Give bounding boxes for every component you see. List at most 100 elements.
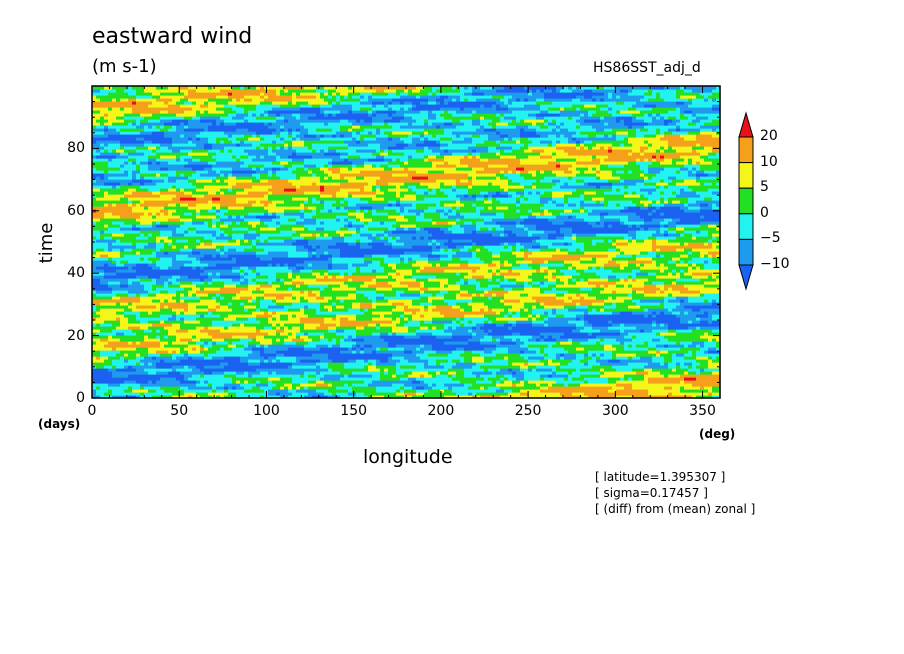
heatmap-cell xyxy=(640,386,645,390)
heatmap-cell xyxy=(188,380,193,384)
heatmap-cell xyxy=(464,365,469,369)
heatmap-cell xyxy=(248,347,253,351)
heatmap-cell xyxy=(336,380,341,384)
heatmap-cell xyxy=(164,359,169,363)
heatmap-cell xyxy=(464,374,469,378)
heatmap-cell xyxy=(700,362,705,366)
heatmap-cell xyxy=(460,356,465,360)
heatmap-cell xyxy=(424,383,429,387)
heatmap-cell xyxy=(272,377,277,381)
heatmap-cell xyxy=(320,386,325,390)
heatmap-cell xyxy=(324,389,329,393)
heatmap-cell xyxy=(220,374,225,378)
heatmap-cell xyxy=(548,377,553,381)
heatmap-cell xyxy=(120,389,125,393)
heatmap-cell xyxy=(120,365,125,369)
heatmap-cell xyxy=(440,371,445,375)
heatmap-cell xyxy=(224,389,229,393)
heatmap-cell xyxy=(632,392,637,396)
heatmap-cell xyxy=(252,365,257,369)
heatmap-cell xyxy=(460,365,465,369)
heatmap-cell xyxy=(408,386,413,390)
heatmap-cell xyxy=(556,365,561,369)
heatmap-cell xyxy=(432,350,437,354)
heatmap-cell xyxy=(132,389,137,393)
heatmap-cell xyxy=(116,386,121,390)
heatmap-cell xyxy=(620,374,625,378)
heatmap-cell xyxy=(556,386,561,390)
heatmap-cell xyxy=(312,368,317,372)
heatmap-cell xyxy=(436,386,441,390)
heatmap-cell xyxy=(456,392,461,396)
heatmap-cell xyxy=(292,353,297,357)
heatmap-cell xyxy=(248,386,253,390)
heatmap-cell xyxy=(220,380,225,384)
heatmap-cell xyxy=(544,395,549,399)
heatmap-cell xyxy=(572,356,577,360)
heatmap-cell xyxy=(492,383,497,387)
heatmap-cell xyxy=(708,389,713,393)
heatmap-cell xyxy=(276,377,281,381)
heatmap-cell xyxy=(580,356,585,360)
heatmap-cell xyxy=(148,362,153,366)
heatmap-cell xyxy=(92,389,97,393)
heatmap-cell xyxy=(512,362,517,366)
heatmap-cell xyxy=(316,359,321,363)
heatmap-cell xyxy=(204,350,209,354)
heatmap-cell xyxy=(540,371,545,375)
heatmap-cell xyxy=(544,386,549,390)
heatmap-cell xyxy=(376,368,381,372)
heatmap-cell xyxy=(592,383,597,387)
heatmap-cell xyxy=(644,350,649,354)
heatmap-cell xyxy=(636,392,641,396)
heatmap-cell xyxy=(100,368,105,372)
heatmap-cell xyxy=(332,389,337,393)
heatmap-cell xyxy=(560,377,565,381)
heatmap-cell xyxy=(388,380,393,384)
heatmap-cell xyxy=(340,350,345,354)
heatmap-cell xyxy=(408,362,413,366)
heatmap-cell xyxy=(272,368,277,372)
heatmap-cell xyxy=(540,359,545,363)
heatmap-cell xyxy=(504,371,509,375)
heatmap-cell xyxy=(656,374,661,378)
heatmap-cell xyxy=(212,353,217,357)
heatmap-cell xyxy=(488,374,493,378)
heatmap-cell xyxy=(604,380,609,384)
heatmap-cell xyxy=(152,350,157,354)
heatmap-cell xyxy=(432,386,437,390)
heatmap-cell xyxy=(100,389,105,393)
heatmap-cell xyxy=(596,374,601,378)
heatmap-cell xyxy=(608,350,613,354)
heatmap-cell xyxy=(616,395,621,399)
heatmap-cell xyxy=(364,356,369,360)
heatmap-cell xyxy=(676,359,681,363)
heatmap-cell xyxy=(352,380,357,384)
heatmap-cell xyxy=(624,362,629,366)
heatmap-cell xyxy=(608,386,613,390)
heatmap-cell xyxy=(460,368,465,372)
heatmap-cell xyxy=(664,368,669,372)
heatmap-cell xyxy=(684,368,689,372)
heatmap-cell xyxy=(516,380,521,384)
heatmap-cell xyxy=(224,371,229,375)
heatmap-cell xyxy=(552,392,557,396)
heatmap-cell xyxy=(196,347,201,351)
heatmap-cell xyxy=(692,383,697,387)
heatmap-cell xyxy=(312,374,317,378)
heatmap-cell xyxy=(632,362,637,366)
heatmap-cell xyxy=(296,392,301,396)
heatmap-cell xyxy=(352,362,357,366)
heatmap-cell xyxy=(252,353,257,357)
heatmap-cell xyxy=(244,395,249,399)
heatmap-cell xyxy=(504,359,509,363)
heatmap-cell xyxy=(136,350,141,354)
heatmap-cell xyxy=(556,377,561,381)
heatmap-cell xyxy=(528,365,533,369)
heatmap-cell xyxy=(208,374,213,378)
heatmap-cell xyxy=(140,353,145,357)
heatmap-cell xyxy=(160,368,165,372)
heatmap-cell xyxy=(500,386,505,390)
heatmap-cell xyxy=(136,374,141,378)
heatmap-cell xyxy=(348,395,353,399)
